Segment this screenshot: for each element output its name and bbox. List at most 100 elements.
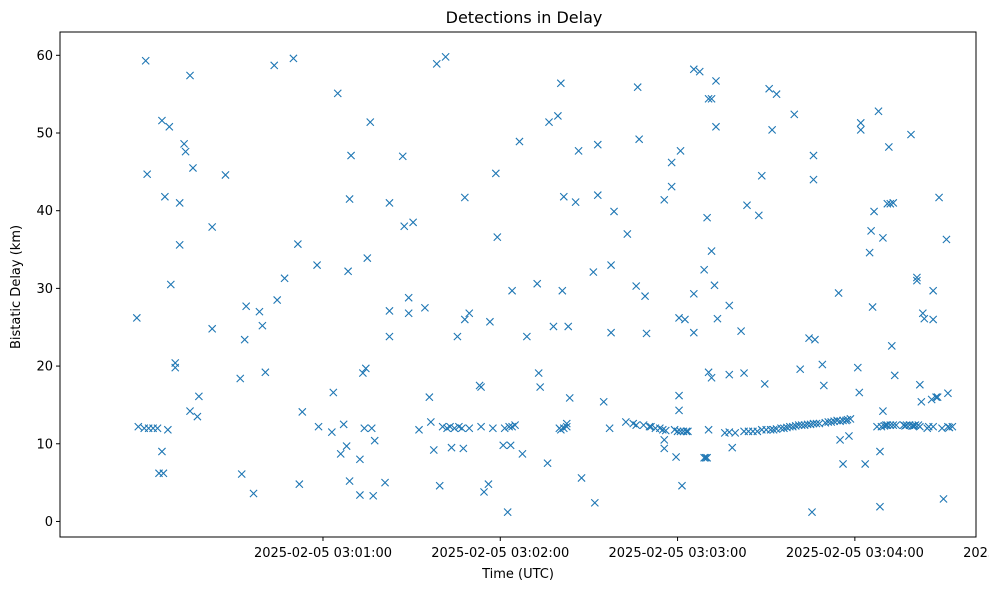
data-point xyxy=(175,240,184,249)
data-point xyxy=(249,489,258,498)
data-point xyxy=(564,322,573,331)
data-point xyxy=(713,314,722,323)
data-point xyxy=(488,424,497,433)
data-point xyxy=(678,481,686,490)
plot-area xyxy=(132,52,957,517)
data-point xyxy=(385,306,394,315)
data-point xyxy=(404,309,413,318)
data-point xyxy=(661,426,670,435)
data-point xyxy=(707,247,716,256)
data-point xyxy=(639,421,648,430)
data-point xyxy=(886,199,895,208)
data-point xyxy=(610,207,619,216)
y-tick-label: 50 xyxy=(36,127,53,142)
data-point xyxy=(255,307,264,316)
data-point xyxy=(667,158,676,167)
data-point xyxy=(515,137,524,146)
y-tick-label: 10 xyxy=(36,437,53,452)
data-point xyxy=(270,61,279,70)
data-point xyxy=(280,274,289,283)
data-point xyxy=(704,94,713,103)
data-point xyxy=(929,286,938,295)
data-point xyxy=(703,213,712,222)
data-point xyxy=(186,71,195,80)
data-point xyxy=(675,391,684,400)
data-point xyxy=(689,65,698,74)
data-point xyxy=(623,230,632,238)
data-point xyxy=(886,421,895,430)
data-point xyxy=(565,393,574,402)
x-axis-label: Time (UTC) xyxy=(481,567,554,582)
data-point xyxy=(877,422,886,431)
data-point xyxy=(808,508,816,517)
y-tick-label: 40 xyxy=(36,204,53,219)
data-point xyxy=(676,427,685,436)
data-point xyxy=(426,418,435,427)
data-point xyxy=(163,425,172,434)
data-point xyxy=(788,422,797,431)
data-point xyxy=(358,369,367,378)
data-point xyxy=(499,441,508,450)
data-point xyxy=(920,314,929,323)
data-point xyxy=(366,118,375,127)
data-point xyxy=(607,261,616,270)
data-point xyxy=(632,421,641,430)
data-point xyxy=(208,223,217,231)
data-point xyxy=(289,54,298,63)
data-point xyxy=(707,373,716,382)
data-point xyxy=(942,235,951,244)
data-point xyxy=(344,267,353,276)
plot-frame xyxy=(59,31,977,538)
data-point xyxy=(360,424,369,433)
x-tick-label: 2025-02-05 03:01:00 xyxy=(254,546,392,561)
data-point xyxy=(887,341,896,350)
data-point xyxy=(642,329,651,338)
y-tick-label: 20 xyxy=(36,360,53,375)
data-point xyxy=(932,393,941,402)
data-point xyxy=(543,459,552,468)
data-point xyxy=(839,459,848,468)
data-point xyxy=(889,198,898,207)
data-point xyxy=(948,422,957,431)
data-point xyxy=(673,427,682,436)
data-point xyxy=(875,447,884,456)
data-point xyxy=(273,296,282,305)
data-point xyxy=(740,369,749,378)
data-point xyxy=(313,261,322,270)
data-point xyxy=(836,435,845,444)
data-point xyxy=(658,425,667,434)
data-point xyxy=(641,292,650,301)
data-point xyxy=(180,139,189,148)
x-tick-label: 2025-02-05 03:04:00 xyxy=(786,546,924,561)
data-point xyxy=(725,301,734,310)
data-point xyxy=(743,201,751,210)
data-point xyxy=(695,67,704,76)
data-point xyxy=(794,421,803,430)
data-point xyxy=(363,254,372,263)
data-point xyxy=(165,122,174,131)
data-point xyxy=(875,502,884,511)
data-point xyxy=(892,421,901,430)
data-point xyxy=(432,59,441,68)
data-point xyxy=(562,419,571,428)
data-point xyxy=(660,444,669,453)
data-point xyxy=(753,427,762,436)
data-point xyxy=(446,422,455,431)
data-point xyxy=(438,422,447,431)
data-point xyxy=(943,389,952,398)
data-point xyxy=(181,147,190,156)
data-point xyxy=(503,508,512,517)
data-point xyxy=(457,424,466,433)
data-point xyxy=(834,289,843,298)
data-point xyxy=(415,425,424,434)
data-point xyxy=(369,491,378,500)
y-tick-label: 60 xyxy=(36,49,53,64)
data-point xyxy=(556,79,565,88)
data-point xyxy=(425,393,434,402)
data-point xyxy=(912,273,921,282)
data-point xyxy=(853,363,862,372)
data-point xyxy=(593,140,602,149)
data-point xyxy=(336,449,345,458)
data-point xyxy=(927,395,936,404)
data-point xyxy=(833,416,842,425)
